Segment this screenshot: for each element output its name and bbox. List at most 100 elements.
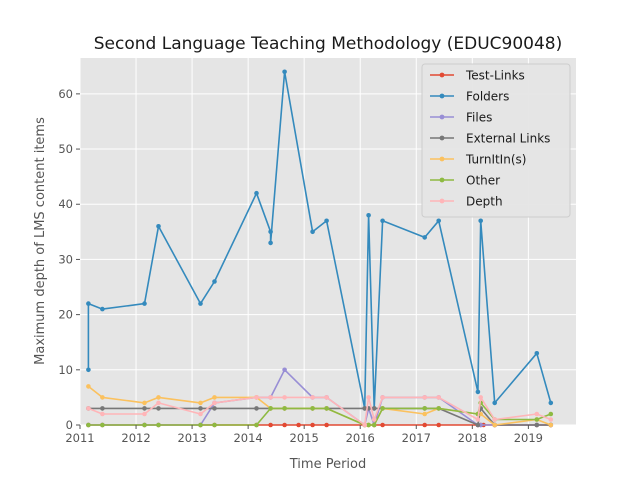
data-point-turnitin-s: [198, 400, 203, 406]
x-axis-ticks: 2011 2012 2013 2014 2015 2016 2017 2018 2019: [65, 425, 543, 445]
data-point-test-links: [380, 422, 385, 428]
data-point-turnitin-s: [86, 384, 91, 389]
data-point-test-links: [422, 422, 428, 428]
legend-label: External Links: [466, 132, 550, 146]
legend-item: Depth: [430, 195, 503, 209]
data-point-depth: [86, 406, 91, 411]
data-point-external-links: [371, 406, 377, 411]
data-point-other: [282, 406, 287, 411]
data-point-test-links: [436, 422, 442, 428]
legend-item: Files: [430, 111, 492, 125]
legend-swatch-marker: [439, 114, 445, 120]
data-point-folders: [475, 389, 481, 395]
x-tick-label: 2018: [458, 431, 487, 445]
data-point-test-links: [282, 422, 287, 428]
x-tick-label: 2011: [65, 431, 94, 445]
y-tick-label: 10: [58, 363, 73, 377]
data-point-other: [366, 422, 371, 428]
series-line-folders: [87, 71, 552, 410]
data-point-folders: [436, 218, 442, 224]
x-tick-label: 2015: [290, 431, 319, 445]
legend-swatch-marker: [439, 198, 445, 204]
data-point-depth: [475, 417, 481, 422]
legend-label: TurnItIn(s): [465, 153, 526, 167]
data-point-folders: [492, 400, 498, 406]
data-point-external-links: [142, 406, 147, 411]
data-point-folders: [212, 279, 217, 284]
data-point-folders: [268, 240, 273, 246]
y-tick-label: 50: [58, 142, 73, 156]
data-point-folders: [86, 301, 91, 306]
data-point-folders: [324, 218, 329, 224]
data-point-folders: [366, 213, 371, 218]
x-tick-label: 2019: [514, 431, 543, 445]
data-point-folders: [534, 351, 540, 356]
data-point-depth: [142, 411, 147, 417]
y-tick-label: 40: [58, 197, 73, 211]
data-point-test-links: [324, 422, 329, 428]
data-point-depth: [534, 411, 540, 417]
legend-item: Test-Links: [430, 69, 525, 83]
legend-item: TurnItIn(s): [430, 153, 526, 167]
x-axis-label: Time Period: [289, 457, 366, 472]
data-point-depth: [212, 400, 217, 406]
data-point-folders: [100, 306, 105, 312]
data-point-turnitin-s: [100, 395, 105, 400]
data-point-other: [156, 422, 161, 428]
data-point-depth: [310, 395, 315, 400]
data-point-folders: [380, 218, 385, 224]
data-point-depth: [254, 395, 259, 400]
x-tick-label: 2014: [233, 431, 262, 445]
legend-item: Other: [430, 174, 500, 188]
x-tick-label: 2017: [402, 431, 431, 445]
legend-swatch-marker: [439, 156, 445, 162]
legend-swatch-marker: [439, 135, 445, 141]
data-point-folders: [268, 229, 273, 235]
data-point-other: [324, 406, 329, 411]
legend-item: Folders: [430, 90, 509, 104]
x-tick-label: 2013: [177, 431, 206, 445]
data-point-folders: [156, 224, 161, 229]
legend-box: [421, 63, 571, 218]
data-point-other: [254, 422, 259, 428]
legend-item: External Links: [430, 132, 550, 146]
data-point-depth: [324, 395, 329, 400]
data-point-depth: [198, 411, 203, 417]
data-point-depth: [156, 400, 161, 406]
legend-label: Folders: [466, 90, 509, 104]
data-point-test-links: [310, 422, 315, 428]
data-point-folders: [478, 218, 484, 224]
data-point-other: [371, 422, 377, 428]
legend-label: Files: [466, 111, 492, 125]
data-point-depth: [492, 417, 498, 422]
data-point-depth: [268, 395, 273, 400]
data-point-external-links: [534, 422, 540, 428]
series-line-depth: [88, 396, 552, 426]
legend: Test-Links Folders Files External Links Turn…: [421, 63, 571, 218]
data-point-external-links: [254, 406, 259, 411]
data-point-other: [268, 406, 273, 411]
data-point-folders: [422, 235, 428, 240]
series-layer: [86, 69, 554, 428]
data-point-external-links: [156, 406, 161, 411]
y-tick-label: 60: [58, 87, 73, 101]
y-axis-ticks: 0 10 20 30 40 50 60: [58, 87, 80, 432]
legend-swatch-marker: [439, 72, 445, 78]
data-point-turnitin-s: [422, 411, 428, 417]
data-point-other: [436, 406, 442, 411]
data-point-depth: [548, 417, 554, 422]
data-point-depth: [362, 422, 368, 428]
series-depth: [86, 395, 554, 428]
data-point-other: [534, 417, 540, 422]
data-point-other: [548, 411, 554, 417]
data-point-other: [422, 406, 428, 411]
data-point-other: [198, 422, 203, 428]
data-point-other: [86, 422, 91, 428]
x-tick-label: 2016: [346, 431, 375, 445]
data-point-depth: [478, 395, 484, 400]
data-point-turnitin-s: [492, 422, 498, 428]
data-point-depth: [100, 411, 105, 417]
data-point-depth: [380, 395, 385, 400]
data-point-other: [100, 422, 105, 428]
